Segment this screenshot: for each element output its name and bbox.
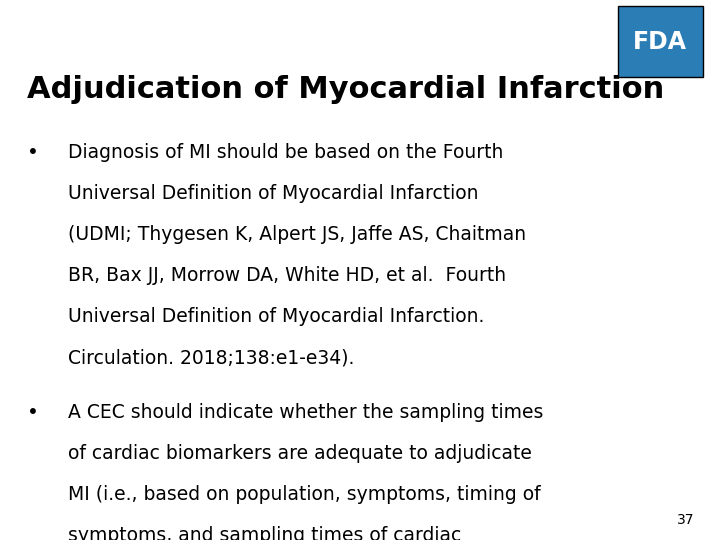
Text: of cardiac biomarkers are adequate to adjudicate: of cardiac biomarkers are adequate to ad… [68, 444, 532, 463]
Text: (UDMI; Thygesen K, Alpert JS, Jaffe AS, Chaitman: (UDMI; Thygesen K, Alpert JS, Jaffe AS, … [68, 225, 526, 244]
Text: Universal Definition of Myocardial Infarction: Universal Definition of Myocardial Infar… [68, 184, 479, 203]
Text: •: • [27, 403, 39, 422]
Text: •: • [27, 143, 39, 162]
Text: MI (i.e., based on population, symptoms, timing of: MI (i.e., based on population, symptoms,… [68, 485, 541, 504]
Text: Universal Definition of Myocardial Infarction.: Universal Definition of Myocardial Infar… [68, 307, 485, 326]
Text: FDA: FDA [634, 30, 687, 53]
Text: Diagnosis of MI should be based on the Fourth: Diagnosis of MI should be based on the F… [68, 143, 504, 162]
Text: symptoms, and sampling times of cardiac: symptoms, and sampling times of cardiac [68, 526, 462, 540]
Text: Circulation. 2018;138:e1-e34).: Circulation. 2018;138:e1-e34). [68, 348, 355, 367]
Text: Adjudication of Myocardial Infarction: Adjudication of Myocardial Infarction [27, 75, 665, 104]
FancyBboxPatch shape [618, 6, 703, 77]
Text: 37: 37 [678, 512, 695, 526]
Text: BR, Bax JJ, Morrow DA, White HD, et al.  Fourth: BR, Bax JJ, Morrow DA, White HD, et al. … [68, 266, 507, 285]
Text: A CEC should indicate whether the sampling times: A CEC should indicate whether the sampli… [68, 403, 544, 422]
